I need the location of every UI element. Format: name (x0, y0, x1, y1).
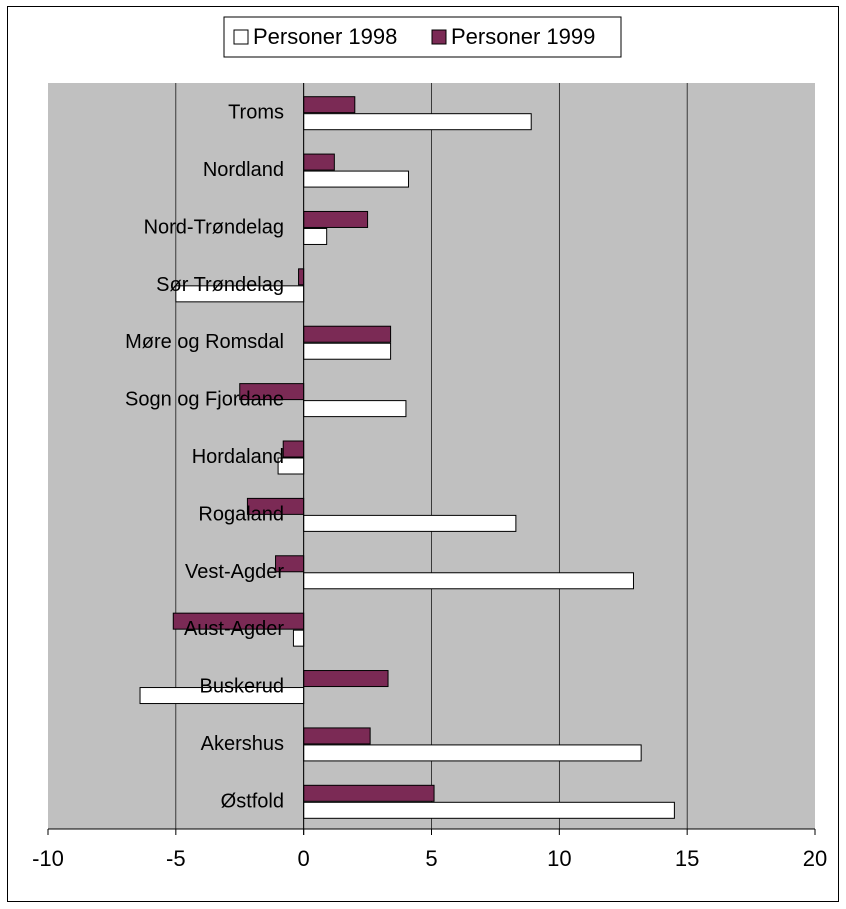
x-tick-label-0: 0 (298, 846, 310, 871)
category-label-hordaland: Hordaland (192, 446, 284, 468)
bar-1998-more-og-romsdal (303, 342, 392, 360)
category-label-rogaland: Rogaland (198, 503, 284, 525)
category-label-sogn-og-fjordane: Sogn og Fjordane (125, 389, 284, 411)
bar-1999-ostfold (303, 784, 435, 802)
bar-1998-troms (303, 113, 532, 131)
bar-1999-hordaland (282, 440, 305, 458)
category-label-akershus: Akershus (201, 733, 284, 755)
category-label-nordland: Nordland (203, 159, 284, 181)
category-label-vest-agder: Vest-Agder (185, 561, 284, 583)
category-label-sor-trondelag: Sør Trøndelag (156, 274, 284, 296)
bar-1999-more-og-romsdal (303, 325, 392, 343)
bar-1999-sor-trondelag (298, 268, 305, 286)
x-tick-label-5: 5 (425, 846, 437, 871)
bar-1998-aust-agder (292, 629, 305, 647)
x-tick-label-20: 20 (803, 846, 827, 871)
category-label-buskerud: Buskerud (200, 676, 285, 698)
bar-1998-vest-agder (303, 572, 634, 590)
category-label-aust-agder: Aust-Agder (184, 618, 284, 640)
bar-1999-troms (303, 96, 356, 114)
x-tick-label-10: 10 (547, 846, 571, 871)
bar-1998-rogaland (303, 514, 517, 532)
bar-1998-akershus (303, 744, 642, 762)
bar-1998-sogn-og-fjordane (303, 400, 407, 418)
bar-1999-nordland (303, 153, 335, 171)
bar-1999-akershus (303, 727, 371, 745)
legend-swatch-1999 (431, 29, 447, 45)
x-tick-label-5: -5 (166, 846, 186, 871)
category-label-nord-trondelag: Nord-Trøndelag (144, 216, 284, 238)
x-tick-label-15: 15 (675, 846, 699, 871)
bar-1999-nord-trondelag (303, 210, 369, 228)
category-label-ostfold: Østfold (221, 790, 284, 812)
x-tick-label-10: -10 (32, 846, 64, 871)
bar-1999-buskerud (303, 670, 389, 688)
legend-label-1998: Personer 1998 (253, 24, 397, 49)
category-label-more-og-romsdal: Møre og Romsdal (125, 331, 284, 353)
bar-1998-ostfold (303, 801, 675, 819)
category-label-troms: Troms (228, 102, 284, 124)
bar-1998-nordland (303, 170, 409, 188)
bar-1998-nord-trondelag (303, 227, 328, 245)
legend-label-1999: Personer 1999 (451, 24, 595, 49)
legend-box (223, 16, 622, 58)
legend-swatch-1998 (233, 29, 249, 45)
